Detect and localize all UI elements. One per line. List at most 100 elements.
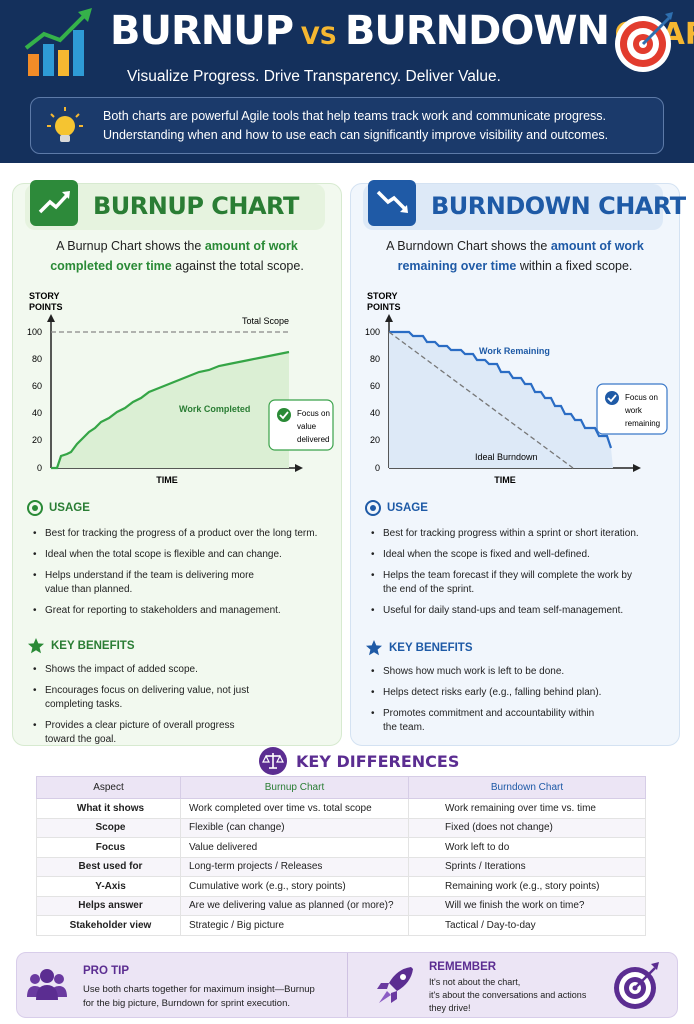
target-icon <box>614 962 659 1009</box>
list-item: Shows how much work is left to be done. <box>371 665 631 679</box>
pro-tip-line-1: Use both charts together for maximum ins… <box>83 984 315 995</box>
list-item: Helps understand if the team is deliveri… <box>33 569 273 597</box>
list-item: Ideal when the scope is fixed and well-d… <box>371 548 661 562</box>
burndown-chart: STORY POINTS 100 80 60 40 20 0 Work Rema… <box>365 291 668 485</box>
table-cell: Y-Axis <box>36 876 181 897</box>
burndown-callout-2: work <box>624 406 643 415</box>
burnup-x-arrow <box>295 464 303 472</box>
burndown-benefits-title: KEY BENEFITS <box>389 642 473 655</box>
burnup-xlabel: TIME <box>156 475 178 485</box>
burndown-ylabel-2: POINTS <box>367 302 401 312</box>
table-cell: Are we delivering value as planned (or m… <box>180 895 409 916</box>
check-icon <box>605 391 619 405</box>
work-remaining-area <box>389 332 613 468</box>
burndown-xlabel: TIME <box>494 475 516 485</box>
table-header: Burnup Chart <box>180 776 409 799</box>
work-completed-area <box>51 352 289 468</box>
burndown-x-arrow <box>633 464 641 472</box>
table-cell: Helps answer <box>36 895 181 916</box>
key-differences-title: KEY DIFFERENCES <box>296 752 460 771</box>
burnup-benefits-heading: KEY BENEFITS <box>27 637 135 655</box>
target-icon <box>615 12 673 72</box>
burndown-ytick: 100 <box>365 327 380 337</box>
burnup-callout-2: value <box>297 422 317 431</box>
work-completed-label: Work Completed <box>179 404 250 414</box>
burnup-ylabel-2: POINTS <box>29 302 63 312</box>
total-scope-label: Total Scope <box>242 316 289 326</box>
burnup-usage-title: USAGE <box>49 502 90 515</box>
tip-divider <box>347 953 348 1017</box>
table-row: Best used for Long-term projects / Releas… <box>36 856 646 877</box>
burnup-ylabel-1: STORY <box>29 291 60 301</box>
list-item: Provides a clear picture of overall prog… <box>33 719 263 747</box>
burnup-header: BURNUP CHART <box>25 180 325 230</box>
list-item: Best for tracking the progress of a prod… <box>33 527 323 541</box>
table-cell: Work remaining over time vs. time <box>408 798 646 819</box>
table-cell: Work completed over time vs. total scope <box>180 798 409 819</box>
table-row: What it shows Work completed over time vs… <box>36 798 646 819</box>
list-item: Shows the impact of added scope. <box>33 663 263 677</box>
list-item: Great for reporting to stakeholders and … <box>33 604 323 618</box>
tip-box: PRO TIP Use both charts together for max… <box>16 952 678 1018</box>
pro-tip-line-2: for the big picture, Burndown for sprint… <box>83 998 291 1009</box>
table-cell: Will we finish the work on time? <box>408 895 646 916</box>
table-header: Burndown Chart <box>408 776 646 799</box>
burndown-ytick: 0 <box>375 463 380 473</box>
burndown-description: A Burndown Chart shows the amount of wor… <box>365 236 665 276</box>
list-item: Encourages focus on delivering value, no… <box>33 684 263 712</box>
ideal-burndown-line <box>388 331 574 469</box>
burnup-desc-pre: A Burnup Chart shows the <box>56 239 205 253</box>
list-item: Ideal when the total scope is flexible a… <box>33 548 323 562</box>
table-cell: Sprints / Iterations <box>408 856 646 877</box>
table-cell: Scope <box>36 817 181 838</box>
work-remaining-line <box>389 330 613 449</box>
intro-text: Both charts are powerful Agile tools tha… <box>103 107 653 145</box>
burnup-ytick: 60 <box>32 381 42 391</box>
table-header-row: Aspect Burnup Chart Burndown Chart <box>36 776 646 799</box>
burnup-desc-post: against the total scope. <box>171 259 304 273</box>
table-cell: Flexible (can change) <box>180 817 409 838</box>
table-row: Focus Value delivered Work left to do <box>36 837 646 858</box>
burndown-usage-list: Best for tracking progress within a spri… <box>371 527 661 625</box>
list-item: Useful for daily stand-ups and team self… <box>371 604 661 618</box>
burnup-callout-1: Focus on <box>297 409 330 418</box>
table-cell: Focus <box>36 837 181 858</box>
table-cell: Long-term projects / Releases <box>180 856 409 877</box>
burndown-title: BURNDOWN CHART <box>431 192 686 220</box>
list-item: Best for tracking progress within a spri… <box>371 527 661 541</box>
subtitle: Visualize Progress. Drive Transparency. … <box>127 68 501 85</box>
target-circle-icon <box>27 500 43 516</box>
burnup-benefits-title: KEY BENEFITS <box>51 640 135 653</box>
burnup-usage-heading: USAGE <box>27 500 90 516</box>
list-item: Promotes commitment and accountability w… <box>371 707 606 735</box>
table-cell: Stakeholder view <box>36 915 181 936</box>
intro-box: Both charts are powerful Agile tools tha… <box>30 97 664 154</box>
burndown-benefits-heading: KEY BENEFITS <box>365 639 473 657</box>
scales-icon <box>259 747 287 775</box>
remember-text: It's not about the chart, it's about the… <box>429 976 586 1015</box>
intro-line-2: Understanding when and how to use each c… <box>103 128 609 142</box>
table-cell: Remaining work (e.g., story points) <box>408 876 646 897</box>
burnup-y-arrow <box>47 314 55 322</box>
ideal-burndown-label: Ideal Burndown <box>475 452 538 462</box>
burndown-callout-1: Focus on <box>625 393 658 402</box>
remember-line-2: it's about the conversations and actions <box>429 990 587 1000</box>
work-completed-line <box>51 350 290 470</box>
table-row: Helps answer Are we delivering value as p… <box>36 895 646 916</box>
remember-line-1: It's not about the chart, <box>429 977 521 987</box>
remember-title: REMEMBER <box>429 961 497 973</box>
trending-up-icon <box>30 180 78 226</box>
burnup-usage-list: Best for tracking the progress of a prod… <box>33 527 323 625</box>
burnup-ytick: 0 <box>37 463 42 473</box>
burnup-panel: BURNUP CHART A Burnup Chart shows the am… <box>12 180 342 747</box>
burndown-desc-highlight: amount of work remaining over time <box>397 239 644 273</box>
check-icon <box>277 408 291 422</box>
table-row: Scope Flexible (can change) Fixed (does no… <box>36 817 646 838</box>
burndown-ytick: 80 <box>370 354 380 364</box>
burnup-ytick: 40 <box>32 408 42 418</box>
burndown-usage-title: USAGE <box>387 502 428 515</box>
trending-down-icon <box>368 180 416 226</box>
burndown-benefits-list: Shows how much work is left to be done. … <box>371 665 631 742</box>
